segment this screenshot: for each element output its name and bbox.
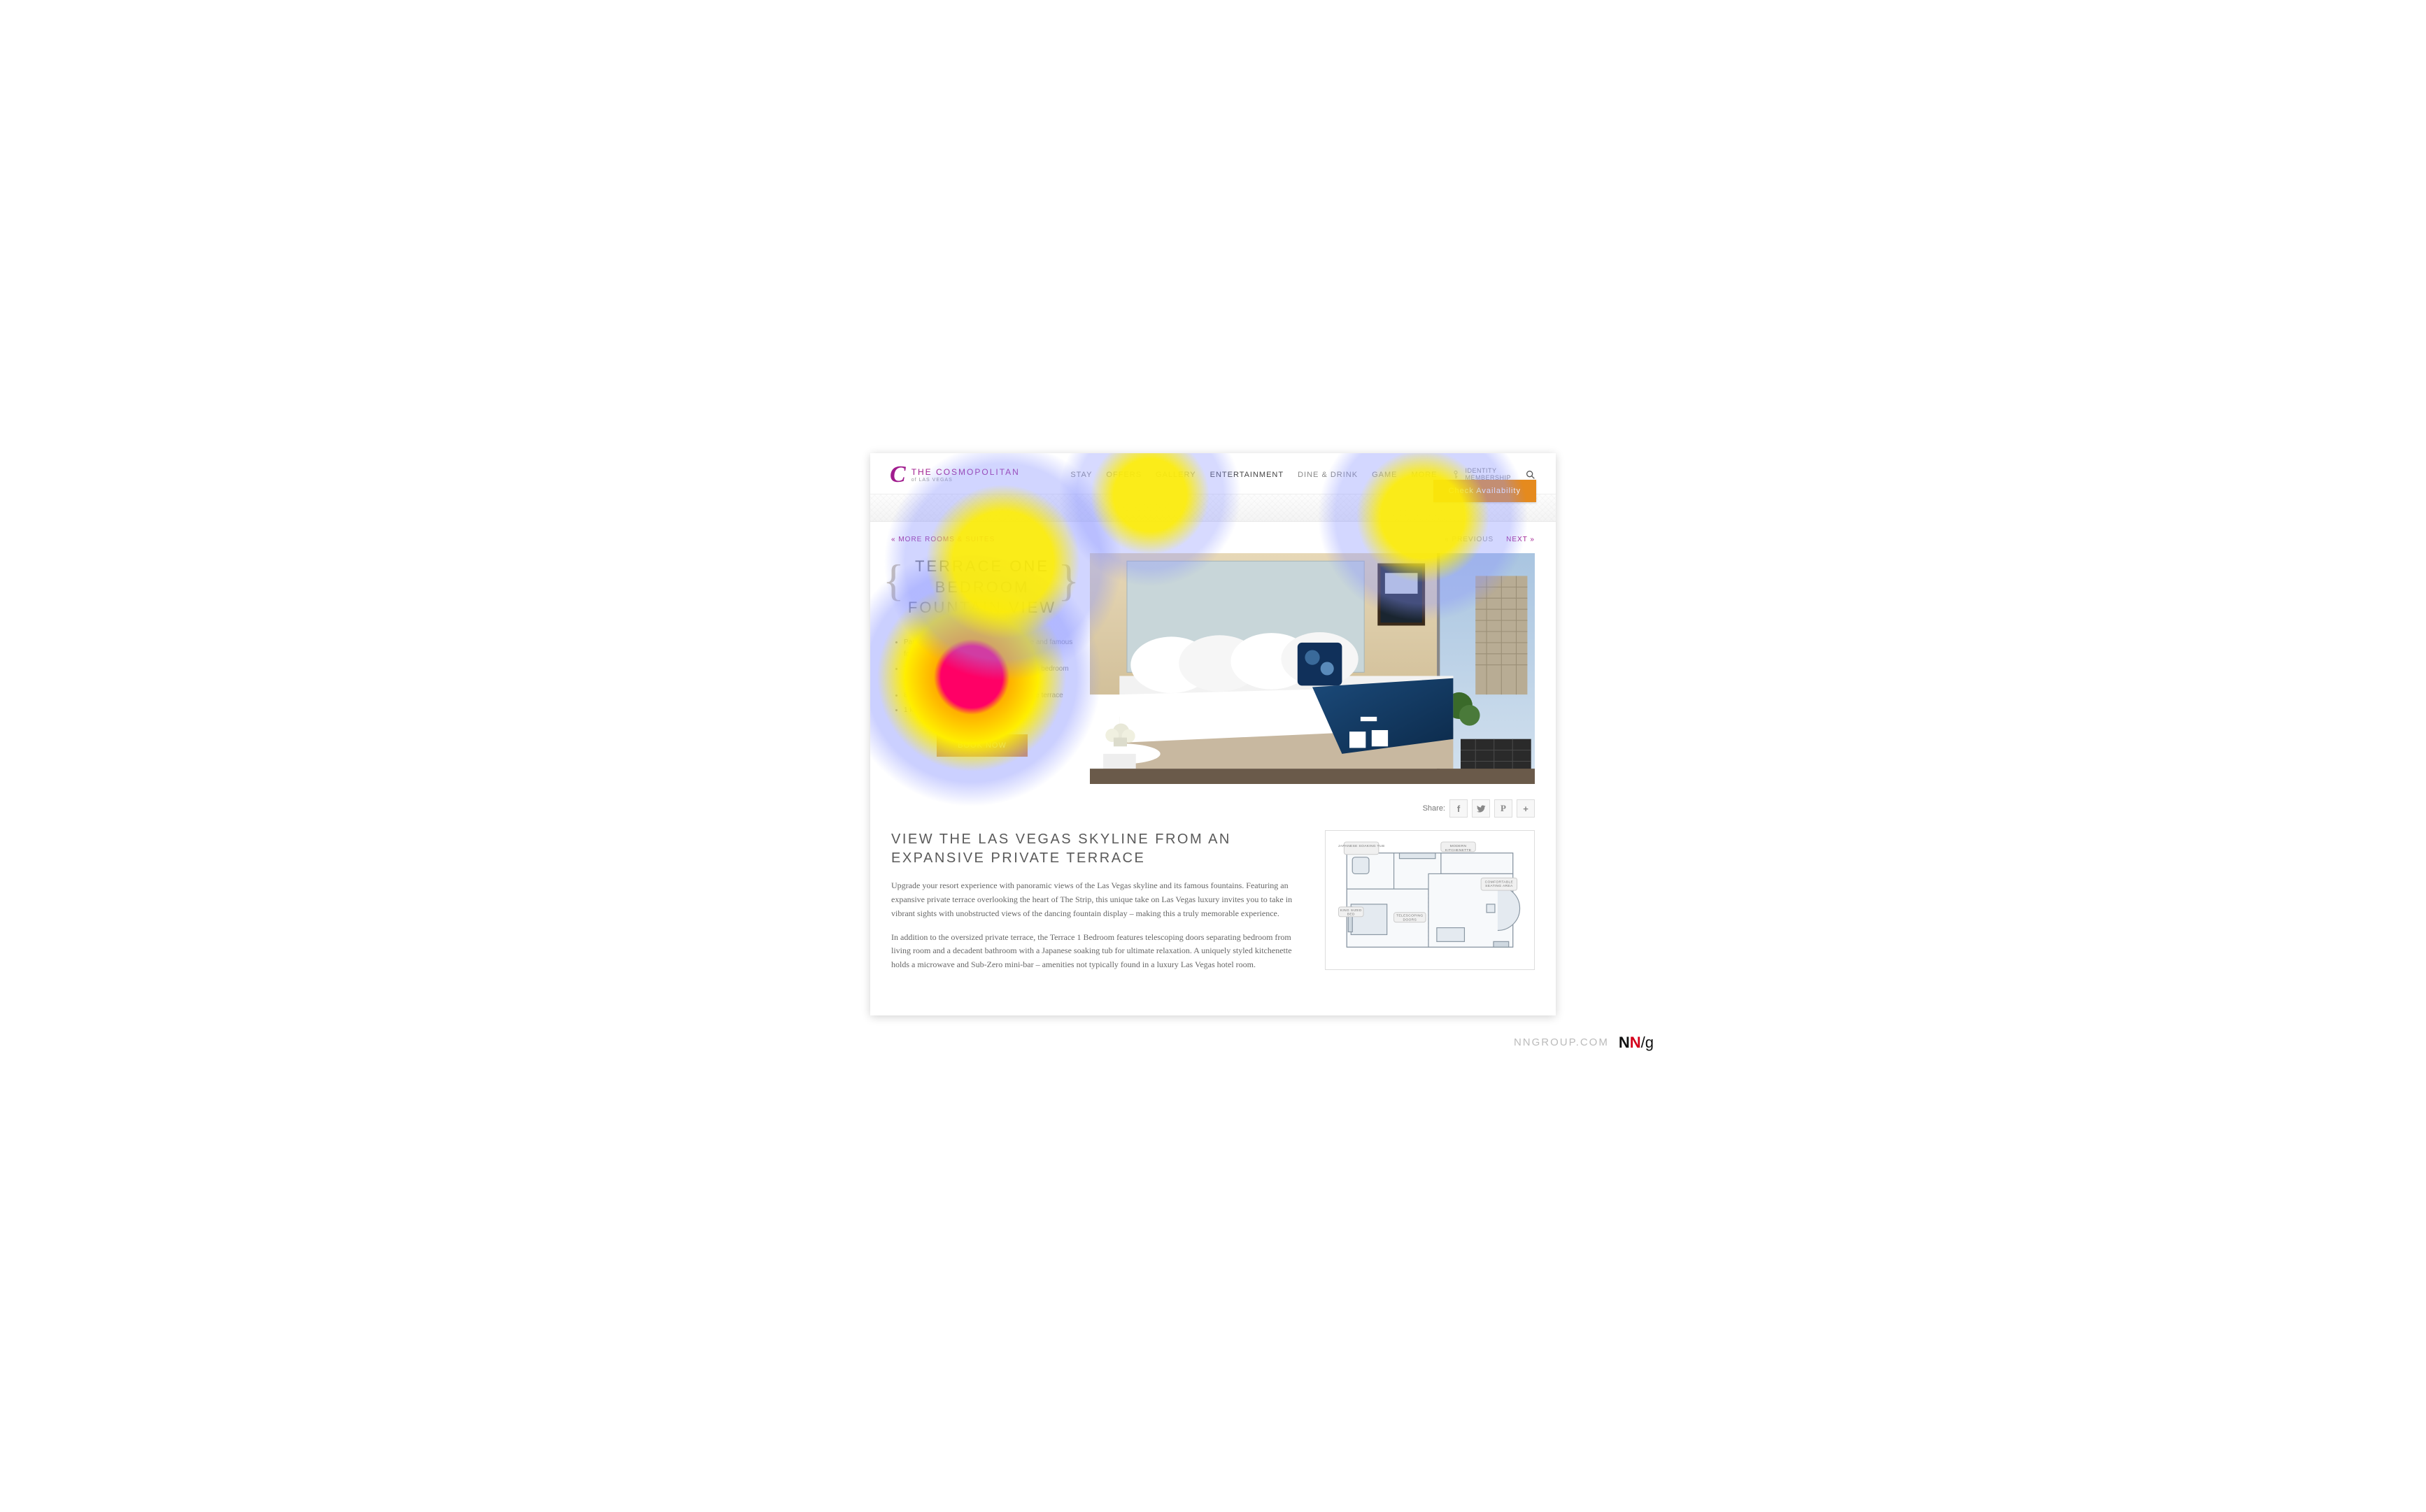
floorplan[interactable]: JAPANESE SOAKING TUB MODERNKITCHENETTE K…	[1325, 830, 1535, 970]
nav-stay[interactable]: STAY	[1070, 471, 1092, 479]
brand-tagline: of LAS VEGAS	[911, 478, 1020, 483]
nav-entertainment[interactable]: ENTERTAINMENT	[1210, 471, 1284, 479]
share-twitter-button[interactable]	[1472, 799, 1490, 818]
nav-more[interactable]: MORE	[1411, 471, 1437, 479]
brand-name: THE COSMOPOLITAN	[911, 467, 1020, 477]
next-room-link[interactable]: NEXT »	[1506, 536, 1535, 543]
search-icon[interactable]	[1525, 469, 1536, 480]
nng-logo: NN/g	[1619, 1034, 1654, 1052]
feature-item: Telescoping doors separate living area f…	[904, 663, 1073, 687]
attribution-domain: NNGROUP.COM	[1514, 1036, 1609, 1048]
feature-list: Panoramic views of the Las Vegas skyline…	[891, 636, 1073, 716]
feature-item: 810 sq. ft. 1 bedroom with 115 sq. ft. p…	[904, 690, 1073, 701]
room-photo-container	[1090, 553, 1535, 784]
room-photo	[1090, 553, 1535, 784]
nav-offers[interactable]: OFFERS	[1106, 471, 1142, 479]
outer-frame: C THE COSMOPOLITAN of LAS VEGAS STAY OFF…	[758, 453, 1668, 1059]
share-row: Share: f P +	[870, 794, 1556, 820]
description-column: VIEW THE LAS VEGAS SKYLINE FROM AN EXPAN…	[891, 830, 1297, 982]
fp-label-seating: COMFORTABLESEATING AREA	[1485, 880, 1514, 888]
brace-left-icon: {	[883, 550, 907, 611]
floorplan-svg: JAPANESE SOAKING TUB MODERNKITCHENETTE K…	[1333, 838, 1527, 962]
hero-row: { TERRACE ONE BEDROOM FOUNTAIN VIEW } Pa…	[870, 549, 1556, 794]
brand-mark: C	[890, 463, 906, 487]
lower-content: VIEW THE LAS VEGAS SKYLINE FROM AN EXPAN…	[870, 820, 1556, 1015]
section-heading: VIEW THE LAS VEGAS SKYLINE FROM AN EXPAN…	[891, 830, 1297, 868]
brace-right-icon: }	[1058, 550, 1081, 611]
description-p2: In addition to the oversized private ter…	[891, 931, 1297, 972]
attribution-footer: NNGROUP.COM NN/g	[758, 1015, 1668, 1059]
share-label: Share:	[1423, 804, 1445, 813]
room-summary: { TERRACE ONE BEDROOM FOUNTAIN VIEW } Pa…	[891, 553, 1073, 784]
page: C THE COSMOPOLITAN of LAS VEGAS STAY OFF…	[870, 453, 1556, 1015]
share-facebook-button[interactable]: f	[1449, 799, 1468, 818]
previous-room-link[interactable]: « PREVIOUS	[1445, 536, 1494, 543]
room-title-line2: BEDROOM	[901, 577, 1063, 598]
room-title-line1: TERRACE ONE	[901, 556, 1063, 577]
feature-item: 1 king-size bed	[904, 704, 1073, 716]
nav-gallery[interactable]: GALLERY	[1156, 471, 1196, 479]
nav-game[interactable]: GAME	[1372, 471, 1397, 479]
share-pinterest-button[interactable]: P	[1494, 799, 1512, 818]
brand-logo[interactable]: C THE COSMOPOLITAN of LAS VEGAS	[890, 463, 1020, 487]
breadcrumb-row: « MORE ROOMS & SUITES « PREVIOUS NEXT »	[870, 522, 1556, 549]
room-title: { TERRACE ONE BEDROOM FOUNTAIN VIEW }	[891, 553, 1073, 621]
twitter-icon	[1477, 804, 1486, 813]
share-more-button[interactable]: +	[1517, 799, 1535, 818]
room-title-line3: FOUNTAIN VIEW	[901, 597, 1063, 618]
description-p1: Upgrade your resort experience with pano…	[891, 879, 1297, 920]
book-now-button[interactable]: BOOK NOW	[937, 734, 1028, 757]
nav-dine[interactable]: DINE & DRINK	[1298, 471, 1358, 479]
check-availability-button[interactable]: Check Availability	[1433, 480, 1536, 502]
feature-item: Panoramic views of the Las Vegas skyline…	[904, 636, 1073, 660]
back-to-rooms-link[interactable]: « MORE ROOMS & SUITES	[891, 536, 995, 543]
fp-label-tub: JAPANESE SOAKING TUB	[1338, 844, 1385, 848]
